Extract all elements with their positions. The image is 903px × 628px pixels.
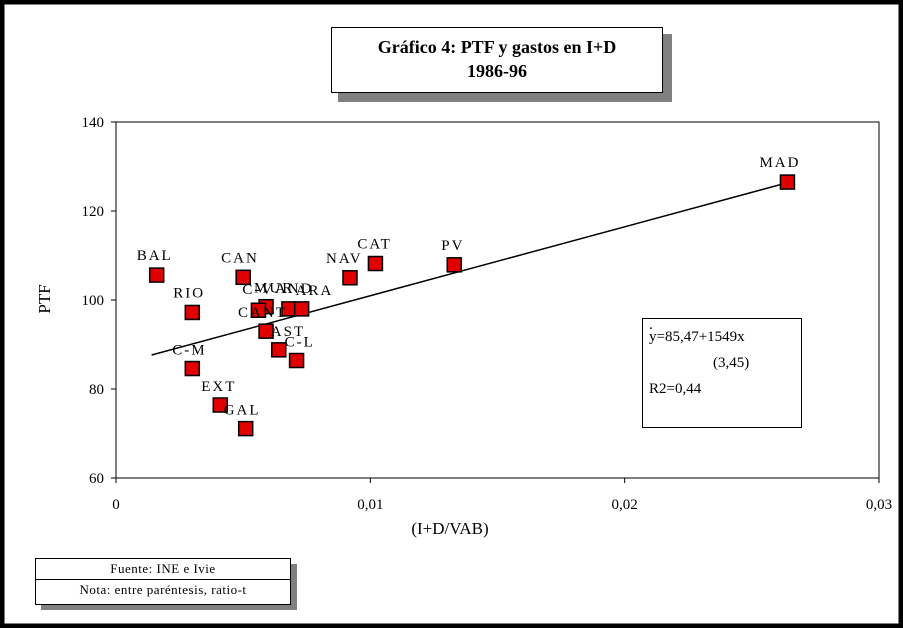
data-point-label: C-M — [172, 343, 206, 359]
y-tick-label: 60 — [89, 471, 104, 487]
y-tick-label: 120 — [82, 204, 105, 220]
data-point-label: ARA — [296, 283, 334, 299]
fit-line — [151, 181, 788, 356]
x-tick-label: 0 — [112, 497, 120, 513]
chart-title-box: Gráfico 4: PTF y gastos en I+D 1986-96 — [331, 27, 663, 93]
regression-box: . y=85,47+1549x (3,45) R2=0,44 — [642, 317, 802, 428]
data-point-label: C-V — [242, 282, 274, 298]
fit-line-group — [151, 181, 788, 356]
data-point — [271, 342, 287, 358]
data-point — [342, 270, 358, 286]
y-tick-label: 100 — [82, 293, 105, 309]
data-point — [184, 360, 201, 377]
data-point-label: MUR — [254, 281, 294, 297]
x-axis-label: (I+D/VAB) — [411, 519, 488, 538]
data-point — [237, 420, 254, 437]
data-point-label: CAT — [357, 237, 391, 253]
data-point-label: BAL — [137, 248, 173, 264]
regression-t-ratio: (3,45) — [713, 355, 750, 371]
data-point-label: AST — [271, 324, 305, 340]
x-tick-label: 0,01 — [357, 497, 383, 513]
data-point — [184, 304, 201, 321]
data-point — [288, 352, 305, 369]
regression-r2: R2=0,44 — [649, 381, 702, 397]
chart-subtitle: 1986-96 — [467, 61, 527, 81]
data-point — [293, 301, 310, 317]
data-point-label: RIO — [173, 285, 205, 301]
data-point-label: PV — [441, 238, 464, 254]
note-line: Nota: entre paréntesis, ratio-t — [36, 579, 290, 600]
data-point — [148, 267, 165, 283]
data-point-label: NAV — [326, 251, 363, 267]
y-axis-label: PTF — [35, 284, 54, 313]
data-point — [446, 257, 463, 273]
x-tick-label: 0,03 — [866, 497, 892, 513]
chart-title: Gráfico 4: PTF y gastos en I+D — [377, 37, 617, 57]
y-tick-label: 140 — [82, 115, 105, 131]
source-note-box: Fuente: INE e Ivie Nota: entre paréntesi… — [35, 558, 291, 605]
data-point — [779, 174, 796, 190]
data-point — [367, 255, 384, 272]
source-line: Fuente: INE e Ivie — [110, 561, 216, 576]
data-point-label: C-L — [285, 335, 315, 351]
axes: 60 80 100 120 140 0 0,01 0,02 0,03 — [82, 115, 893, 513]
data-point-label: CANT — [238, 305, 287, 321]
data-point — [258, 323, 274, 339]
data-point-label: MAD — [759, 155, 800, 171]
data-point — [250, 302, 267, 318]
y-tick-label: 80 — [89, 382, 104, 398]
data-point-label: GAL — [224, 403, 261, 419]
data-point-label: CAN — [221, 250, 259, 266]
data-point — [212, 397, 229, 413]
x-tick-label: 0,02 — [612, 497, 638, 513]
data-point-label: EXT — [201, 379, 236, 395]
regression-dot: . — [649, 317, 653, 333]
data-point — [235, 269, 251, 286]
regression-equation: y=85,47+1549x — [649, 329, 745, 345]
data-point-label: AND — [275, 281, 314, 297]
